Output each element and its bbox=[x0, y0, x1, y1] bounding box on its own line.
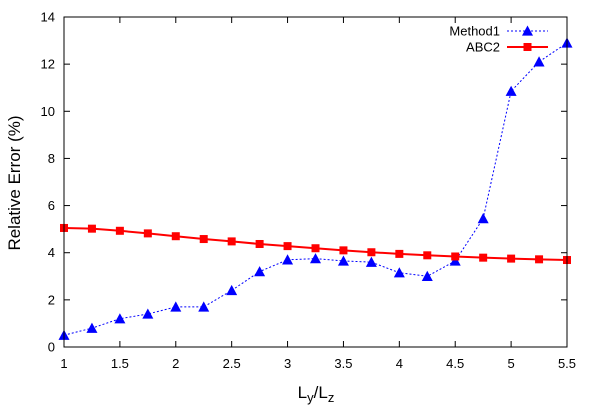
plot-frame bbox=[63, 16, 568, 348]
data-point-method1 bbox=[170, 301, 182, 312]
tick-labels: 1 1.5 2 2.5 3 3.5 4 4.5 5 5.5 0 2 4 6 8 10 12 14 bbox=[41, 10, 577, 372]
data-point-method1 bbox=[142, 308, 154, 319]
data-point-method1 bbox=[365, 256, 377, 267]
y-tick-label: 6 bbox=[48, 198, 55, 213]
data-point-abc2 bbox=[479, 253, 488, 262]
data-point-method1 bbox=[198, 301, 210, 312]
data-point-method1 bbox=[310, 253, 321, 264]
legend-label-abc2: ABC2 bbox=[466, 40, 500, 55]
data-point-method1 bbox=[533, 56, 545, 67]
x-tick-label: 3.5 bbox=[334, 356, 352, 371]
x-tick-label: 1.5 bbox=[111, 356, 129, 371]
data-point-method1 bbox=[282, 254, 294, 265]
data-point-method1 bbox=[254, 266, 266, 277]
x-axis-label-sub-y: y bbox=[307, 390, 314, 405]
data-point-abc2 bbox=[507, 254, 516, 263]
y-tick-label: 14 bbox=[41, 10, 55, 25]
data-point-abc2 bbox=[423, 251, 432, 260]
data-point-abc2 bbox=[339, 246, 348, 255]
x-tick-label: 5.5 bbox=[558, 356, 576, 371]
data-point-abc2 bbox=[143, 229, 152, 238]
y-tick-label: 8 bbox=[48, 151, 55, 166]
data-point-abc2 bbox=[535, 255, 544, 264]
legend-marker-method1 bbox=[522, 25, 533, 36]
data-point-abc2 bbox=[115, 226, 124, 235]
x-tick-label: 5 bbox=[507, 356, 514, 371]
x-axis-label: Ly/Lz bbox=[298, 383, 335, 405]
data-point-method1 bbox=[86, 322, 98, 333]
data-point-abc2 bbox=[199, 235, 208, 244]
data-point-method1 bbox=[449, 255, 461, 266]
data-point-method1 bbox=[393, 267, 405, 278]
x-tick-label: 3 bbox=[284, 356, 291, 371]
y-axis-label: Relative Error (%) bbox=[5, 115, 24, 250]
data-point-abc2 bbox=[283, 242, 292, 251]
y-tick-label: 12 bbox=[41, 57, 55, 72]
data-point-abc2 bbox=[367, 248, 376, 257]
data-point-abc2 bbox=[171, 232, 180, 241]
data-point-abc2 bbox=[311, 244, 320, 253]
x-tick-label: 2 bbox=[172, 356, 179, 371]
legend-label-method1: Method1 bbox=[449, 24, 500, 39]
x-axis-label-main: L bbox=[298, 383, 307, 402]
data-point-abc2 bbox=[395, 249, 404, 258]
legend-marker-abc2 bbox=[523, 43, 532, 51]
series-method1 bbox=[58, 37, 573, 340]
x-axis-label-sub-z: z bbox=[328, 390, 335, 405]
y-tick-label: 2 bbox=[48, 292, 55, 307]
x-axis-label-sep: /L bbox=[314, 383, 328, 402]
axis-ticks bbox=[63, 16, 568, 348]
data-point-abc2 bbox=[255, 239, 264, 248]
data-point-method1 bbox=[421, 270, 433, 281]
data-point-abc2 bbox=[451, 252, 460, 261]
x-tick-label: 2.5 bbox=[223, 356, 241, 371]
data-point-method1 bbox=[505, 85, 517, 96]
data-point-method1 bbox=[114, 313, 126, 324]
y-tick-label: 0 bbox=[48, 340, 55, 355]
x-tick-label: 4 bbox=[396, 356, 403, 371]
data-point-method1 bbox=[226, 284, 238, 296]
y-tick-label: 4 bbox=[48, 245, 55, 260]
x-tick-label: 1 bbox=[60, 356, 67, 371]
data-point-abc2 bbox=[227, 237, 236, 246]
x-tick-label: 4.5 bbox=[446, 356, 464, 371]
data-point-abc2 bbox=[87, 224, 96, 233]
y-tick-label: 10 bbox=[41, 104, 55, 119]
data-point-method1 bbox=[337, 255, 349, 266]
data-point-method1 bbox=[477, 213, 489, 224]
